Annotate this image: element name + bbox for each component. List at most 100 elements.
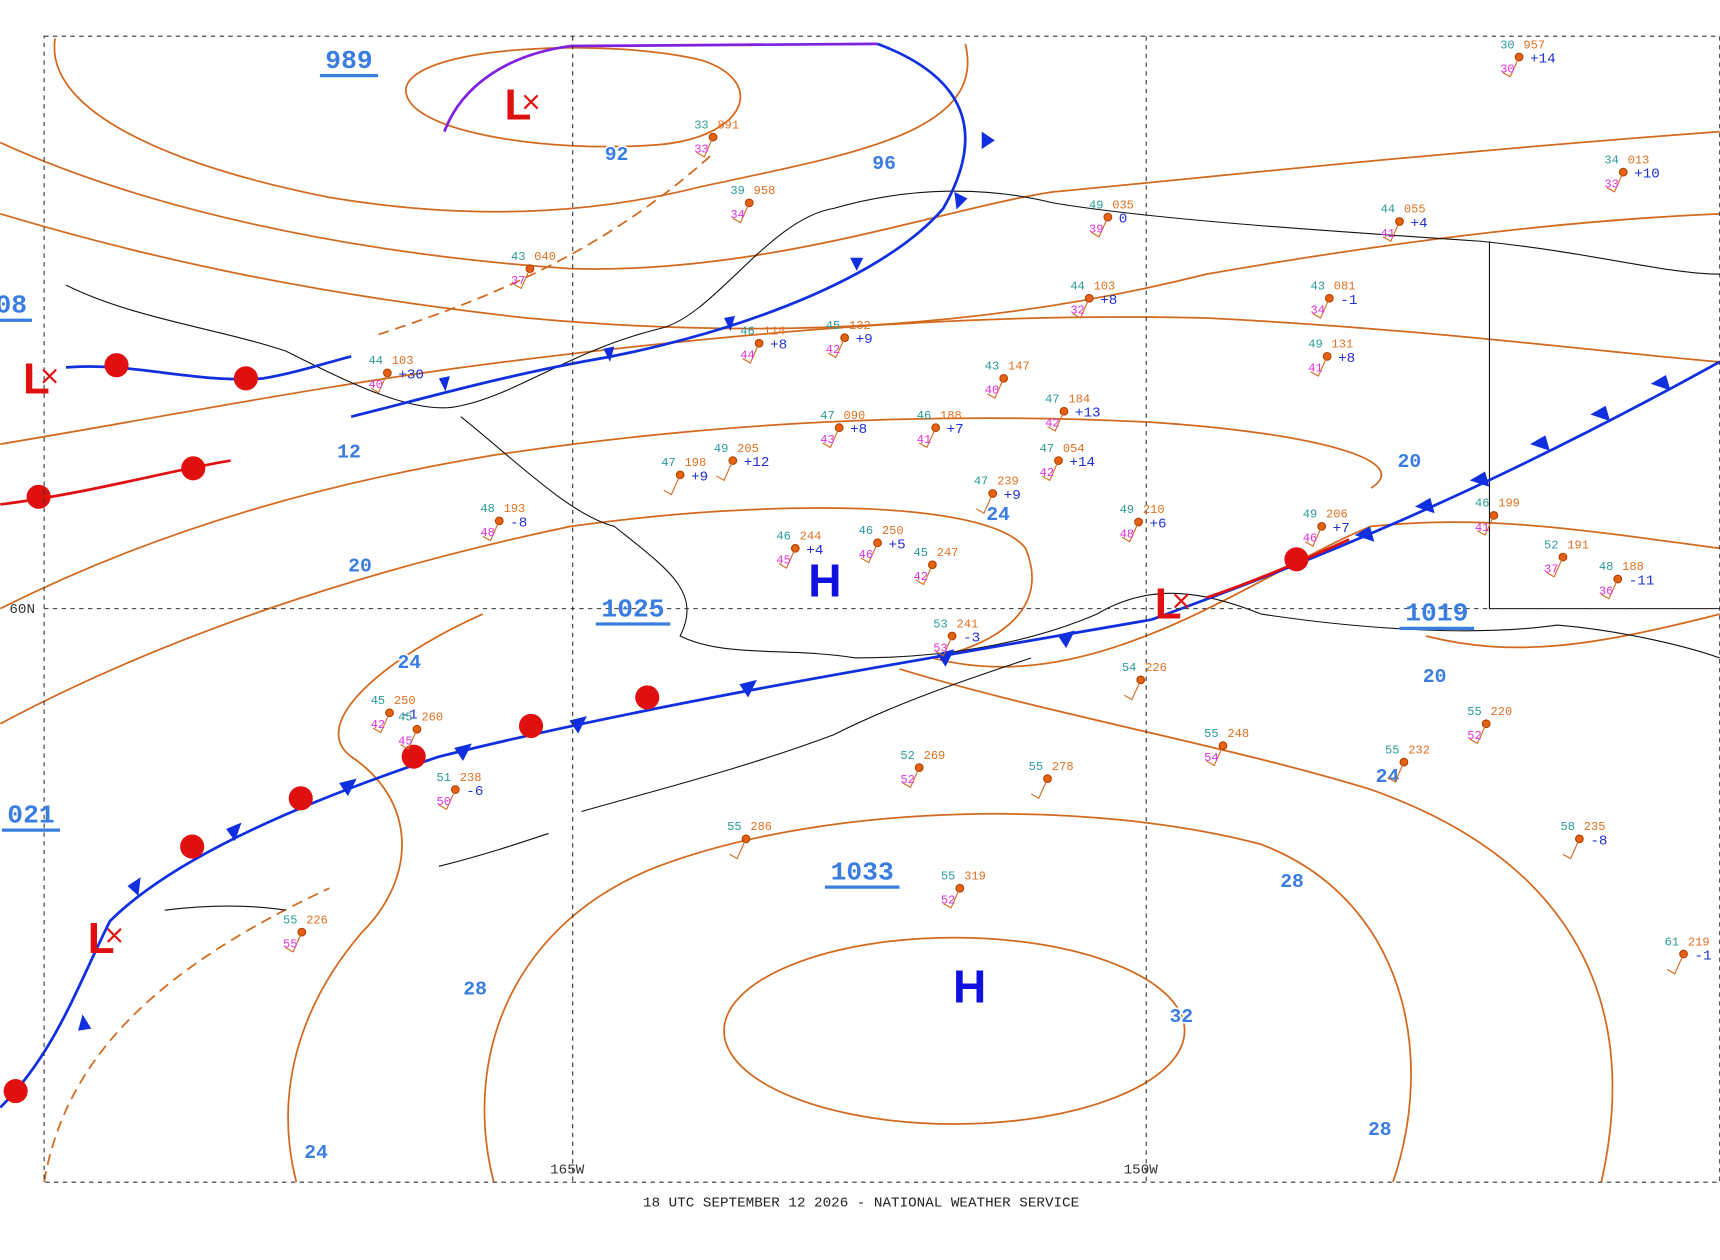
wind-barb <box>1502 56 1520 78</box>
isobar <box>53 38 969 213</box>
station-pressure: 147 <box>1008 360 1030 374</box>
isobar <box>287 613 484 1183</box>
station-temp: 52 <box>900 749 914 763</box>
station-temp: 49 <box>1303 508 1317 522</box>
station-temp: 54 <box>1122 661 1136 675</box>
station-tendency: -6 <box>466 784 483 800</box>
station-temp: 45 <box>914 546 928 560</box>
isobar-label: 20 <box>348 555 372 577</box>
station-temp: 33 <box>694 118 708 132</box>
station-dot <box>999 373 1009 383</box>
station-dewpoint: 33 <box>694 142 708 156</box>
coastline <box>460 416 1720 659</box>
station-dot <box>1613 574 1623 584</box>
station-temp: 47 <box>974 475 988 489</box>
station-tendency: +4 <box>806 543 823 559</box>
station-dot <box>1489 511 1499 520</box>
station-pressure: 232 <box>1408 743 1430 757</box>
station-temp: 45 <box>398 710 412 724</box>
front-symbols <box>3 353 1309 1104</box>
station-tendency: +30 <box>398 367 424 383</box>
station-pressure: 235 <box>1584 820 1606 834</box>
station-temp: 46 <box>740 324 754 338</box>
wind-barb <box>716 460 734 482</box>
station-dewpoint: 45 <box>398 735 412 749</box>
wind-barb <box>372 712 391 734</box>
station-dewpoint: 33 <box>1604 178 1618 192</box>
station-dewpoint: 32 <box>1070 304 1084 318</box>
station-dot <box>955 883 965 893</box>
station-pressure: 188 <box>1622 560 1644 574</box>
station-dot <box>297 927 307 937</box>
wind-barb <box>400 729 418 750</box>
warm-symbol <box>401 744 426 769</box>
station-dewpoint: 30 <box>1500 62 1514 76</box>
station-temp: 53 <box>933 617 947 631</box>
wind-barb <box>1304 526 1323 547</box>
station-temp: 49 <box>1089 198 1103 212</box>
wind-barb <box>370 372 388 394</box>
station-dot <box>1084 293 1094 303</box>
station-tendency: -3 <box>963 631 980 647</box>
wind-barb <box>285 931 303 953</box>
pressure-label: 989 <box>325 46 372 76</box>
station-pressure: 103 <box>1094 280 1116 294</box>
station-pressure: 239 <box>997 475 1019 489</box>
warm-symbol <box>288 786 313 811</box>
station-pressure: 250 <box>882 524 904 538</box>
station-dewpoint: 45 <box>776 554 790 568</box>
warm-symbol <box>635 685 660 710</box>
station-dewpoint: 55 <box>283 937 297 951</box>
station-tendency: +9 <box>1004 488 1021 504</box>
warm-symbol <box>26 484 51 509</box>
isobar <box>483 812 1412 1183</box>
station-temp: 48 <box>480 502 494 516</box>
isobar-label: 24 <box>397 652 421 674</box>
pressure-label: 1033 <box>831 857 894 887</box>
trough <box>378 152 714 336</box>
station-dot <box>1558 552 1568 562</box>
station-dot <box>494 516 504 526</box>
wind-barb <box>860 542 879 564</box>
station-temp: 55 <box>1204 727 1218 741</box>
grid-label: 165W <box>550 1162 585 1178</box>
station-tendency: +8 <box>1338 351 1355 367</box>
station-dewpoint: 41 <box>917 433 931 447</box>
station-temp: 49 <box>1120 503 1134 517</box>
wind-barb <box>1666 953 1685 975</box>
isobar-label: 28 <box>1368 1119 1392 1141</box>
wind-barb <box>1091 216 1109 238</box>
station-pressure: 958 <box>754 184 776 198</box>
station-dewpoint: 41 <box>1381 227 1395 241</box>
warm-symbol <box>3 1079 28 1104</box>
labels: 18 UTC SEPTEMBER 12 2026 - NATIONAL WEAT… <box>0 38 1712 1211</box>
station-pressure: 220 <box>1491 705 1513 719</box>
station-dewpoint: 42 <box>371 718 385 732</box>
station-pressure: 193 <box>504 502 526 516</box>
station-pressure: 260 <box>421 710 443 724</box>
wind-barb <box>902 767 920 789</box>
station-temp: 52 <box>1544 538 1558 552</box>
station-pressure: 114 <box>763 324 785 338</box>
station-pressure: 184 <box>1068 392 1090 406</box>
isobar-label: 32 <box>1169 1006 1193 1028</box>
station-tendency: +5 <box>889 537 906 553</box>
pressure-label: 1025 <box>601 594 664 624</box>
station-dewpoint: 43 <box>820 433 834 447</box>
station-dewpoint: 42 <box>1040 466 1054 480</box>
station-dewpoint: 39 <box>1089 222 1103 236</box>
warm-front <box>1206 538 1350 599</box>
station-temp: 47 <box>661 456 675 470</box>
wind-barb <box>1469 723 1487 745</box>
station-temp: 55 <box>1385 743 1399 757</box>
fronts <box>0 42 1720 1109</box>
pressure-label: 021 <box>7 800 54 830</box>
station-dot <box>675 470 685 480</box>
station-temp: 55 <box>727 820 741 834</box>
station-temp: 47 <box>1040 442 1054 456</box>
station-temp: 47 <box>820 409 834 423</box>
wind-barb <box>915 564 933 586</box>
isobar <box>405 46 742 148</box>
low-x <box>523 94 539 110</box>
